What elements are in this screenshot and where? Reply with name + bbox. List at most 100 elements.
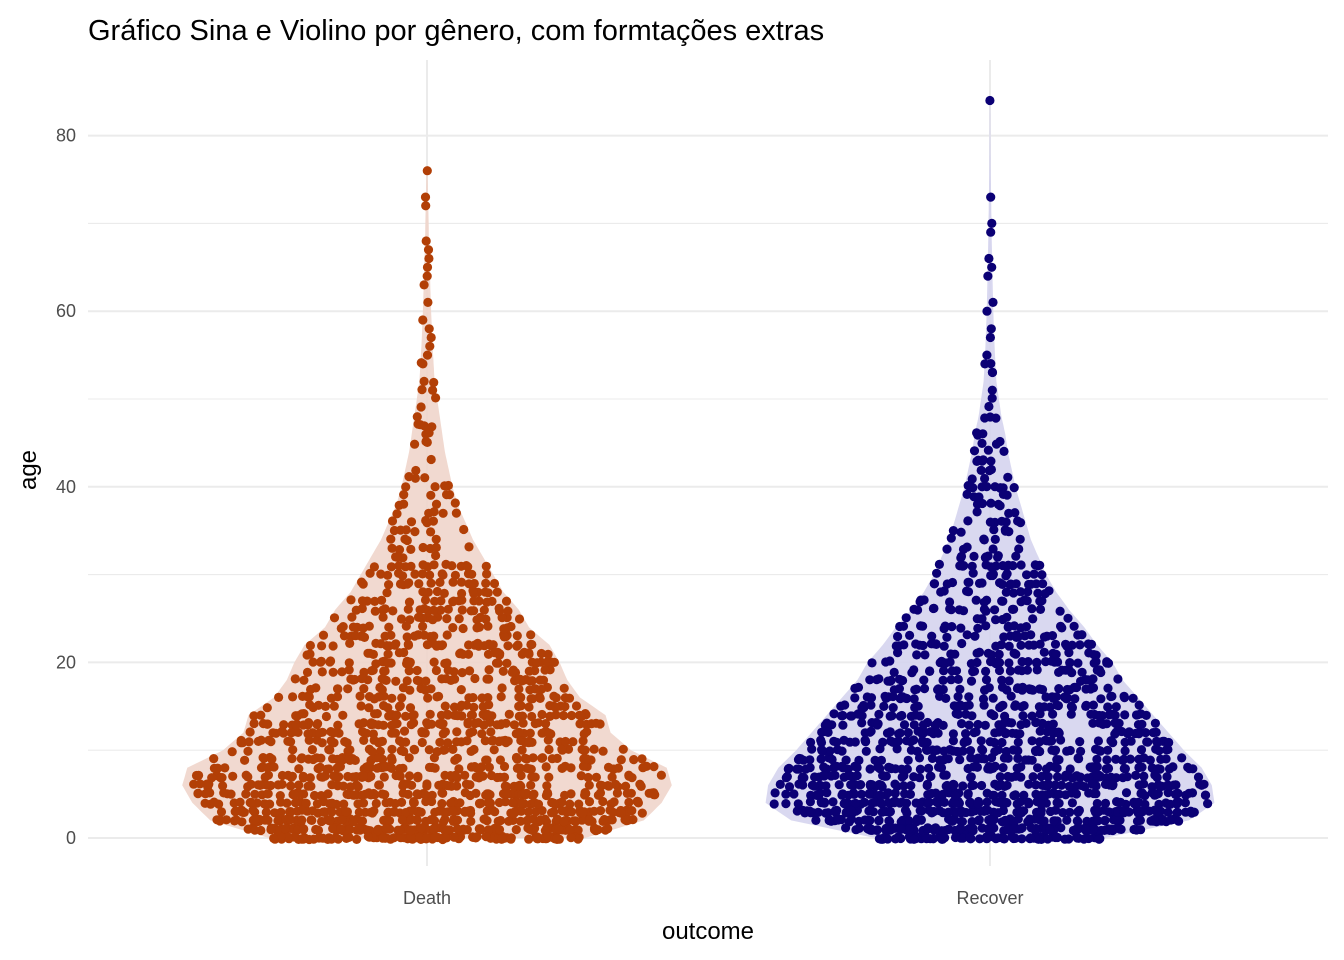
data-point	[431, 499, 442, 509]
data-point	[552, 833, 562, 844]
data-point	[317, 641, 327, 651]
data-point	[607, 772, 617, 782]
data-point	[983, 824, 994, 834]
data-point	[391, 676, 401, 686]
data-point	[579, 729, 589, 739]
data-point	[1164, 737, 1174, 748]
data-point	[301, 798, 311, 809]
data-point	[915, 764, 926, 774]
data-point	[1088, 700, 1098, 710]
data-point	[781, 789, 791, 799]
data-point	[1035, 604, 1046, 615]
data-point	[884, 762, 894, 772]
data-point	[317, 667, 327, 677]
data-point	[988, 693, 998, 703]
data-point	[533, 799, 544, 809]
data-point	[832, 737, 842, 747]
data-point	[883, 834, 893, 844]
data-point	[972, 754, 982, 765]
data-point	[1103, 745, 1113, 755]
data-point	[363, 761, 373, 771]
data-point	[516, 806, 526, 816]
data-point	[452, 753, 462, 763]
data-point	[397, 693, 407, 703]
data-point	[418, 542, 428, 553]
data-point	[1173, 797, 1184, 807]
data-point	[434, 780, 444, 790]
data-point	[931, 797, 941, 807]
data-point	[981, 621, 991, 631]
data-point	[1030, 746, 1041, 756]
data-point	[421, 201, 431, 211]
data-point	[823, 808, 833, 818]
data-point	[554, 824, 564, 834]
data-point	[997, 675, 1007, 685]
data-point	[881, 657, 891, 667]
data-point	[1103, 702, 1113, 712]
data-point	[997, 701, 1007, 711]
data-point	[966, 772, 976, 782]
data-point	[394, 545, 405, 555]
data-point	[1163, 744, 1173, 755]
data-point	[1153, 737, 1163, 747]
data-point	[995, 772, 1005, 782]
data-point	[456, 685, 466, 695]
data-point	[953, 674, 963, 685]
data-point	[1139, 771, 1149, 781]
data-point	[448, 744, 458, 755]
data-point	[262, 719, 272, 729]
data-point	[422, 437, 432, 447]
data-point	[1026, 823, 1036, 833]
data-point	[277, 779, 287, 790]
data-point	[412, 789, 422, 799]
data-point	[897, 764, 907, 774]
data-point	[1081, 684, 1091, 694]
data-point	[1035, 726, 1045, 736]
data-point	[395, 579, 406, 589]
data-point	[418, 621, 428, 632]
data-point	[354, 807, 364, 817]
data-point	[443, 604, 453, 614]
data-point	[424, 253, 434, 264]
data-point	[326, 693, 336, 703]
data-point	[974, 647, 985, 657]
data-point	[899, 781, 909, 791]
data-point	[578, 761, 589, 771]
data-point	[1036, 808, 1046, 818]
data-point	[980, 553, 991, 563]
data-point	[939, 666, 949, 676]
data-point	[541, 790, 552, 801]
data-point	[478, 702, 488, 712]
data-point	[428, 385, 438, 395]
data-point	[419, 630, 429, 640]
data-point	[193, 789, 203, 799]
data-point	[298, 771, 308, 782]
data-point	[961, 709, 971, 719]
data-point	[256, 735, 266, 745]
data-point	[317, 816, 327, 827]
data-point	[799, 773, 809, 783]
data-point	[478, 771, 488, 781]
data-point	[991, 439, 1002, 449]
data-point	[1022, 596, 1032, 606]
data-point	[317, 738, 327, 748]
data-point	[288, 692, 298, 702]
data-point	[1015, 729, 1025, 739]
data-point	[290, 798, 301, 808]
data-point	[1052, 700, 1062, 710]
data-point	[1054, 789, 1064, 799]
data-point	[1089, 788, 1099, 799]
data-point	[1140, 791, 1150, 801]
data-point	[976, 736, 986, 746]
data-point	[402, 632, 412, 642]
data-point	[448, 597, 458, 607]
data-point	[366, 771, 376, 781]
data-point	[1189, 807, 1199, 817]
data-point	[406, 832, 416, 842]
data-point	[396, 833, 406, 843]
data-point	[909, 834, 919, 844]
data-point	[958, 833, 968, 843]
data-point	[1073, 807, 1083, 817]
data-point	[963, 790, 973, 800]
data-point	[411, 465, 421, 476]
